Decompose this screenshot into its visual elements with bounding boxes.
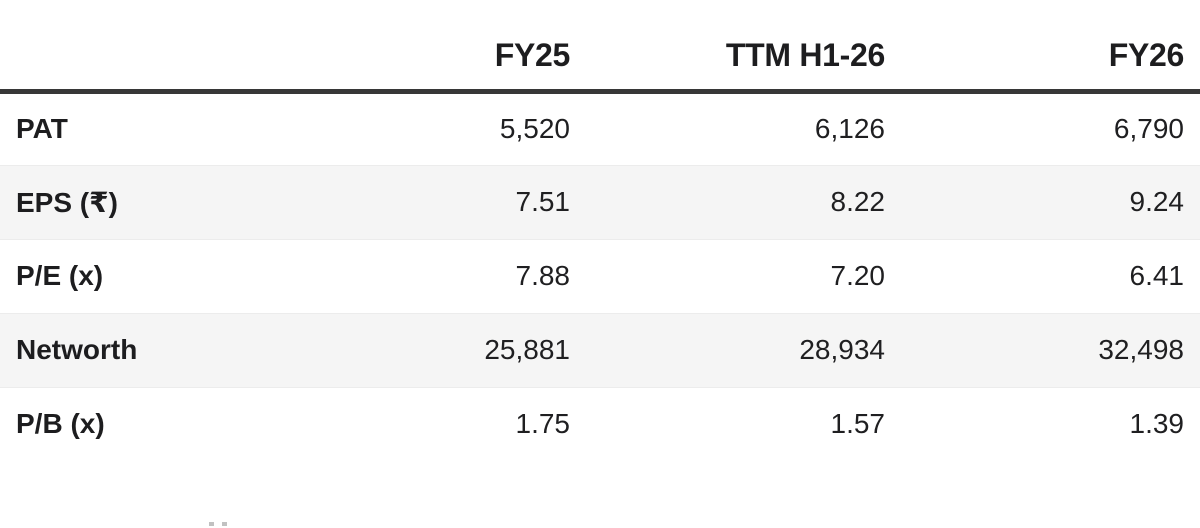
column-header-ttm-h1-26: TTM H1-26 <box>586 0 901 94</box>
row-label: PAT <box>16 113 68 144</box>
cell-value: 1.75 <box>270 386 586 461</box>
table-row-eps: EPS (₹) 7.51 8.22 9.24 <box>0 164 1200 239</box>
financial-metrics-table: FY25 TTM H1-26 FY26 PAT 5,520 6,126 6,79… <box>0 0 1200 461</box>
table-row-networth: Networth 25,881 28,934 32,498 <box>0 312 1200 387</box>
column-header-fy25: FY25 <box>270 0 586 94</box>
cell-value: 7.88 <box>270 238 586 313</box>
cell-value: 25,881 <box>270 312 586 387</box>
row-label: P/E (x) <box>0 238 270 313</box>
cell-value: 6,790 <box>1113 113 1184 144</box>
row-label: Networth <box>0 312 270 387</box>
cell-value: 1.39 <box>901 386 1200 461</box>
cutoff-content-artifact <box>222 522 227 526</box>
cell-value: 28,934 <box>586 312 901 387</box>
row-label: EPS (₹) <box>0 164 270 239</box>
table-row-pb: P/B (x) 1.75 1.57 1.39 <box>0 386 1200 461</box>
column-header-metric <box>0 0 270 94</box>
cell-value: 7.20 <box>586 238 901 313</box>
cell-value: 5,520 <box>499 113 570 144</box>
header-row: FY25 TTM H1-26 FY26 <box>0 0 1200 94</box>
cell-value: 1.57 <box>586 386 901 461</box>
cell-value: 32,498 <box>901 312 1200 387</box>
table-row-pat: PAT 5,520 6,126 6,790 <box>0 91 1200 165</box>
row-label: P/B (x) <box>0 386 270 461</box>
cell-value: 7.51 <box>270 164 586 239</box>
cutoff-content-artifact <box>209 522 214 526</box>
column-header-fy26: FY26 <box>901 0 1200 94</box>
cell-value: 6.41 <box>901 238 1200 313</box>
cell-value: 9.24 <box>901 164 1200 239</box>
cell-value: 6,126 <box>814 113 885 144</box>
table-row-pe: P/E (x) 7.88 7.20 6.41 <box>0 238 1200 313</box>
cell-value: 8.22 <box>586 164 901 239</box>
